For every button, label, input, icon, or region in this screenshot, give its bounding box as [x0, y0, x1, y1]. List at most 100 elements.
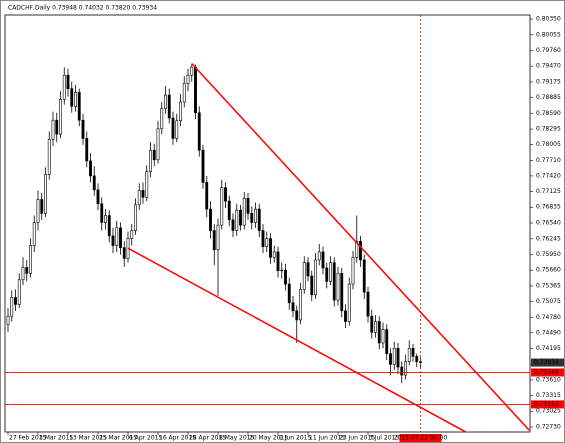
y-tick-label: 0.74195 — [536, 345, 561, 352]
x-tick-label: 3 Jul 2015 — [369, 435, 399, 442]
candle-body — [351, 256, 355, 285]
y-tick-label: 0.78005 — [536, 141, 561, 148]
candle-body — [355, 240, 359, 258]
price-box — [531, 400, 564, 409]
candle-body — [239, 209, 242, 226]
y-tick-label: 0.75075 — [536, 298, 561, 305]
candle-body — [377, 321, 381, 344]
candle-body — [347, 283, 351, 322]
candle-body — [411, 348, 415, 357]
candle-body — [374, 321, 377, 333]
candle-body — [74, 92, 77, 107]
x-tick-label: 13 Mar 2015 — [69, 435, 107, 442]
candle-body — [287, 283, 291, 304]
y-tick-label: 0.79760 — [536, 47, 561, 54]
candle-body — [77, 92, 81, 121]
candle-body — [141, 190, 145, 198]
time-box — [399, 434, 442, 442]
y-tick-label: 0.73610 — [536, 376, 561, 383]
candle-body — [235, 209, 239, 231]
y-tick-label: 0.73025 — [536, 408, 561, 415]
candle-body — [280, 269, 284, 272]
candle-body — [66, 74, 70, 89]
candle-body — [36, 199, 40, 223]
plot-area — [4, 14, 531, 433]
candle-body — [265, 238, 269, 247]
candle-body — [321, 251, 325, 269]
candle-body — [250, 213, 254, 223]
x-tick-label: 23 Jun 2015 — [339, 435, 375, 442]
candle-body — [212, 230, 216, 251]
candle-body — [370, 315, 374, 333]
candle-body — [392, 348, 396, 365]
y-tick-label: 0.77420 — [536, 172, 561, 179]
candle-body — [70, 88, 74, 107]
candle-body — [209, 208, 212, 231]
candle-body — [419, 361, 422, 363]
candle-body — [130, 230, 134, 239]
candle-body — [149, 149, 152, 172]
x-tick-label: 3 Mar 2015 — [39, 435, 73, 442]
candle-body — [336, 273, 340, 301]
candle-body — [216, 224, 220, 251]
candle-body — [122, 247, 126, 259]
y-tick-label: 0.76540 — [536, 220, 561, 227]
candle-body — [89, 160, 92, 177]
candle-body — [47, 139, 51, 175]
candle-body — [299, 289, 302, 321]
price-box — [531, 368, 564, 377]
candle-body — [134, 204, 137, 231]
y-tick-label: 0.80055 — [536, 31, 561, 38]
candle-body — [107, 215, 111, 237]
y-tick-label: 0.77710 — [536, 157, 561, 164]
y-tick-label: 0.75950 — [536, 251, 561, 258]
candle-body — [167, 94, 171, 119]
x-tick-label: 8 May 2015 — [219, 435, 254, 442]
candle-body — [186, 74, 190, 84]
candle-body — [92, 175, 96, 191]
candle-body — [314, 259, 317, 296]
candle-body — [59, 99, 62, 135]
candle-body — [257, 208, 261, 231]
candle-body — [104, 215, 107, 223]
chart-title: CADCHF,Daily 0.73948 0.74032 0.73820 0.7… — [8, 5, 157, 12]
x-tick-label: 1 Jun 2015 — [279, 435, 311, 442]
candle-body — [325, 267, 329, 282]
candle-body — [190, 66, 194, 76]
candle-body — [381, 329, 385, 344]
candle-body — [201, 149, 205, 183]
candle-body — [182, 82, 186, 103]
y-tick-label: 0.80350 — [536, 16, 561, 23]
candle-body — [302, 262, 306, 290]
candle-body — [396, 348, 400, 368]
candle-body — [100, 203, 104, 223]
candle-body — [17, 279, 21, 305]
candle-body — [55, 119, 59, 135]
time-label: 2015.07.22 00:00 — [394, 435, 448, 442]
candle-body — [194, 66, 197, 114]
candle-body — [284, 269, 287, 285]
candle-body — [29, 245, 32, 274]
candle-body — [137, 190, 141, 206]
candle-body — [145, 171, 149, 198]
candle-body — [269, 238, 272, 258]
candle-body — [261, 230, 265, 247]
candle-body — [362, 259, 366, 293]
candle-body — [44, 173, 47, 214]
candle-body — [317, 251, 321, 261]
trend-line — [127, 247, 466, 432]
candle-body — [366, 291, 370, 317]
y-tick-label: 0.76245 — [536, 235, 561, 242]
candle-body — [164, 94, 167, 109]
candle-body — [115, 227, 119, 246]
candle-body — [160, 108, 164, 130]
candle-body — [51, 119, 55, 140]
x-tick-label: 6 Apr 2015 — [129, 435, 162, 442]
candle-body — [156, 128, 160, 161]
candle-body — [40, 199, 44, 214]
candle-body — [21, 267, 25, 281]
price-label: 0.73749 — [534, 369, 559, 376]
candle-body — [400, 366, 404, 376]
